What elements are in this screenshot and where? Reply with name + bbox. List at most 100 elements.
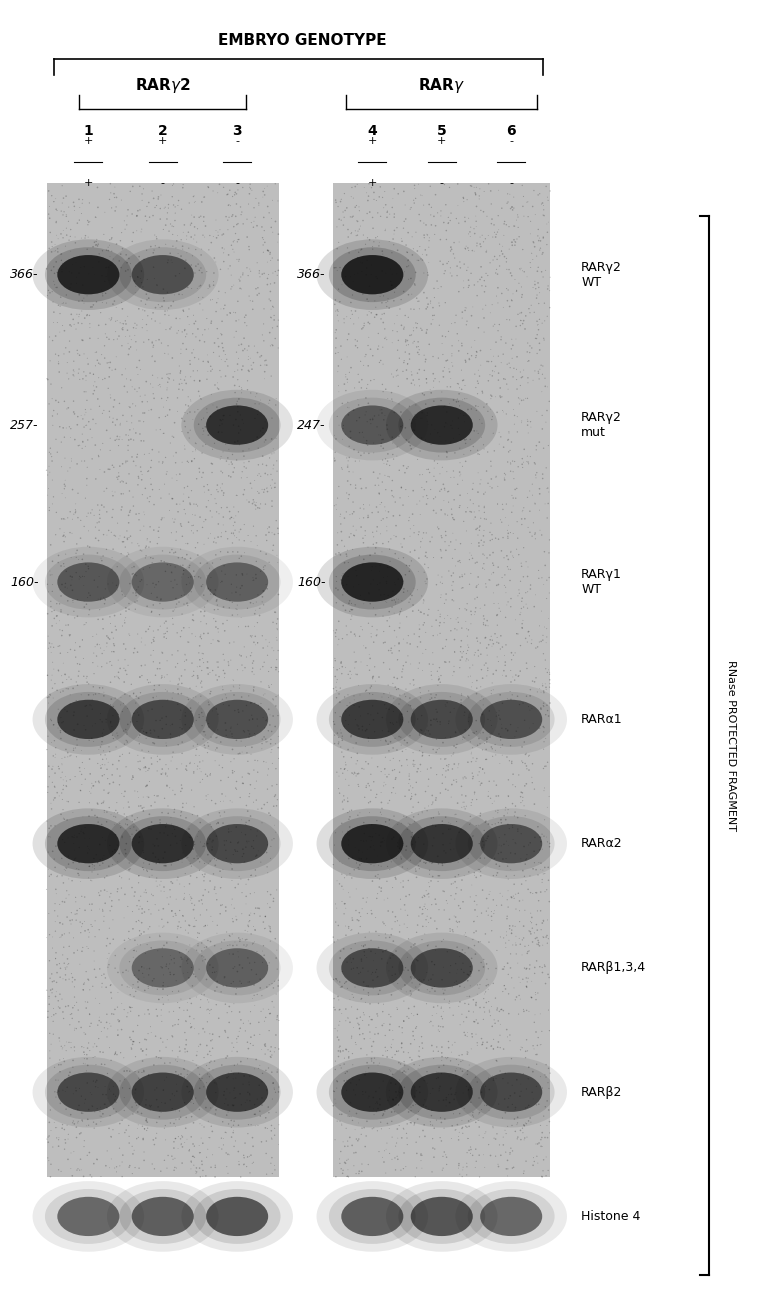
Point — [259, 354, 271, 375]
Point — [263, 289, 275, 310]
Point — [516, 260, 529, 281]
Point — [112, 961, 124, 982]
Point — [508, 451, 521, 472]
Point — [405, 1033, 417, 1054]
Point — [43, 950, 56, 971]
Point — [407, 753, 419, 774]
Point — [498, 437, 510, 458]
Point — [522, 968, 534, 989]
Point — [474, 774, 487, 795]
Point — [357, 972, 370, 993]
Point — [501, 290, 514, 311]
Point — [512, 1112, 524, 1133]
Point — [398, 1076, 411, 1097]
Ellipse shape — [57, 1197, 119, 1236]
Point — [212, 336, 225, 357]
Point — [198, 319, 211, 340]
Point — [157, 598, 169, 619]
Point — [454, 453, 467, 473]
Point — [208, 981, 221, 1002]
Point — [485, 736, 498, 757]
Point — [201, 1056, 213, 1076]
Point — [42, 692, 54, 713]
Point — [82, 353, 95, 374]
Point — [412, 658, 425, 679]
Point — [541, 306, 553, 327]
Point — [477, 668, 489, 689]
Point — [396, 1062, 408, 1083]
Point — [360, 387, 372, 408]
Point — [112, 1024, 124, 1045]
Point — [160, 763, 172, 783]
Point — [183, 968, 195, 989]
Point — [219, 802, 231, 823]
Point — [157, 396, 170, 417]
Point — [88, 264, 101, 285]
Point — [220, 1048, 232, 1069]
Point — [501, 889, 513, 910]
Point — [195, 1167, 207, 1188]
Point — [110, 347, 122, 368]
Point — [516, 454, 529, 475]
Point — [413, 845, 425, 866]
Point — [193, 746, 205, 766]
Point — [109, 688, 122, 709]
Point — [81, 1054, 94, 1075]
Point — [144, 487, 157, 508]
Point — [487, 973, 500, 994]
Point — [91, 494, 104, 515]
Point — [465, 263, 477, 284]
Point — [536, 869, 549, 889]
Point — [374, 836, 387, 857]
Point — [121, 319, 133, 340]
Ellipse shape — [194, 1065, 281, 1120]
Point — [455, 630, 467, 651]
Point — [329, 322, 342, 343]
Point — [496, 744, 508, 765]
Point — [61, 742, 74, 763]
Point — [453, 251, 466, 272]
Point — [360, 402, 372, 422]
Point — [48, 241, 60, 262]
Point — [436, 1037, 448, 1058]
Point — [176, 421, 188, 442]
Point — [162, 959, 174, 980]
Point — [212, 619, 224, 640]
Point — [258, 726, 270, 747]
Point — [141, 1112, 153, 1133]
Point — [109, 390, 121, 411]
Point — [243, 336, 255, 357]
Point — [121, 976, 133, 997]
Point — [229, 361, 241, 382]
Point — [473, 1144, 485, 1165]
Point — [397, 655, 409, 676]
Point — [114, 426, 126, 447]
Point — [521, 943, 533, 964]
Point — [196, 1154, 208, 1175]
Point — [150, 1122, 163, 1143]
Point — [453, 753, 465, 774]
Point — [531, 400, 543, 421]
Point — [527, 513, 539, 534]
Point — [235, 377, 247, 398]
Point — [263, 952, 275, 973]
Point — [166, 645, 178, 666]
Point — [504, 1031, 516, 1052]
Point — [381, 201, 394, 222]
Point — [328, 425, 340, 446]
Point — [472, 462, 484, 483]
Point — [533, 309, 546, 330]
Point — [397, 871, 409, 892]
Point — [470, 345, 482, 366]
Point — [247, 1035, 260, 1056]
Point — [387, 1090, 399, 1110]
Point — [129, 379, 141, 400]
Point — [105, 241, 118, 262]
Point — [532, 982, 544, 1003]
Point — [491, 493, 504, 514]
Point — [431, 1003, 443, 1024]
Point — [238, 637, 250, 658]
Point — [83, 263, 95, 284]
Point — [382, 640, 394, 661]
Point — [160, 855, 172, 876]
